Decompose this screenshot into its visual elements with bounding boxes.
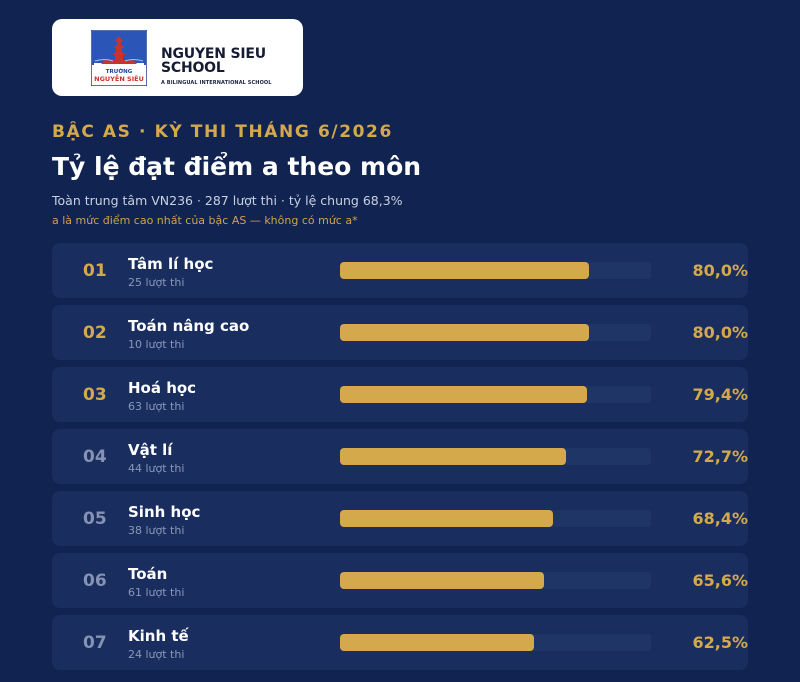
pass-rate-label: 62,5% <box>692 633 748 652</box>
bar-track <box>340 572 651 589</box>
pass-rate-label: 79,4% <box>692 385 748 404</box>
bar-fill <box>340 634 535 651</box>
exam-eyebrow: BẬC AS · KỲ THI THÁNG 6/2026 <box>52 122 393 142</box>
bar-fill <box>340 572 545 589</box>
bar-track <box>340 262 651 279</box>
subject-rank: 06 <box>83 571 107 591</box>
pass-rate-label: 80,0% <box>692 261 748 280</box>
subject-name: Tâm lí học <box>128 255 214 273</box>
subject-row: 06 Toán 61 lượt thi 65,6% <box>52 553 748 608</box>
bar-fill <box>340 262 589 279</box>
subject-row: 05 Sinh học 38 lượt thi 68,4% <box>52 491 748 546</box>
pass-rate-label: 65,6% <box>692 571 748 590</box>
grade-note: a là mức điểm cao nhất của bậc AS — khôn… <box>52 214 358 227</box>
bar-track <box>340 448 651 465</box>
subject-name: Hoá học <box>128 379 197 397</box>
subject-rank: 05 <box>83 509 107 529</box>
bar-track <box>340 510 651 527</box>
subject-row: 02 Toán nâng cao 10 lượt thi 80,0% <box>52 305 748 360</box>
bar-fill <box>340 448 567 465</box>
subject-exam-count: 25 lượt thi <box>128 276 185 289</box>
subject-row: 07 Kinh tế 24 lượt thi 62,5% <box>52 615 748 670</box>
subject-exam-count: 61 lượt thi <box>128 586 185 599</box>
bar-fill <box>340 510 553 527</box>
crest-text-top: TRƯỜNG <box>106 68 133 75</box>
subject-rank: 02 <box>83 323 107 343</box>
school-name-line2: SCHOOL <box>161 60 225 76</box>
page-subtitle: Toàn trung tâm VN236 · 287 lượt thi · tỷ… <box>52 193 403 208</box>
bar-track <box>340 386 651 403</box>
bar-track <box>340 324 651 341</box>
subject-exam-count: 44 lượt thi <box>128 462 185 475</box>
subject-name: Toán <box>128 565 168 583</box>
pass-rate-label: 68,4% <box>692 509 748 528</box>
pass-rate-label: 80,0% <box>692 323 748 342</box>
subject-name: Kinh tế <box>128 627 189 645</box>
bar-track <box>340 634 651 651</box>
subject-exam-count: 38 lượt thi <box>128 524 185 537</box>
school-crest-icon: TRƯỜNG NGUYỄN SIÊU <box>91 30 147 86</box>
bar-fill <box>340 386 587 403</box>
subject-rank: 04 <box>83 447 107 467</box>
subject-exam-count: 10 lượt thi <box>128 338 185 351</box>
subject-row: 03 Hoá học 63 lượt thi 79,4% <box>52 367 748 422</box>
bar-fill <box>340 324 589 341</box>
subject-rank: 03 <box>83 385 107 405</box>
subject-rank: 01 <box>83 261 107 281</box>
school-name: NGUYEN SIEU SCHOOL <box>161 47 266 75</box>
school-name-line1: NGUYEN SIEU <box>161 46 266 62</box>
subject-name: Vật lí <box>128 441 173 459</box>
school-logo-card: TRƯỜNG NGUYỄN SIÊU NGUYEN SIEU SCHOOL A … <box>52 19 303 96</box>
subject-row: 01 Tâm lí học 25 lượt thi 80,0% <box>52 243 748 298</box>
subject-exam-count: 63 lượt thi <box>128 400 185 413</box>
pass-rate-label: 72,7% <box>692 447 748 466</box>
subject-name: Toán nâng cao <box>128 317 250 335</box>
school-tagline: A BILINGUAL INTERNATIONAL SCHOOL <box>161 80 272 86</box>
crest-text-bottom: NGUYỄN SIÊU <box>94 73 144 83</box>
page-title: Tỷ lệ đạt điểm a theo môn <box>52 152 422 181</box>
subject-exam-count: 24 lượt thi <box>128 648 185 661</box>
subject-row: 04 Vật lí 44 lượt thi 72,7% <box>52 429 748 484</box>
subject-name: Sinh học <box>128 503 201 521</box>
subject-rank: 07 <box>83 633 107 653</box>
